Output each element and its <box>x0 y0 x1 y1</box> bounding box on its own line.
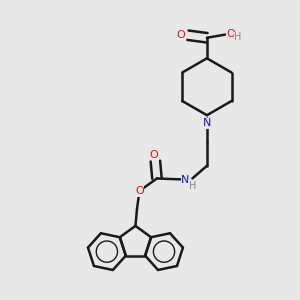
Text: H: H <box>189 181 196 191</box>
Text: O: O <box>177 30 185 40</box>
Text: N: N <box>181 175 190 185</box>
Text: N: N <box>203 118 211 128</box>
Text: O: O <box>135 186 144 196</box>
Text: O: O <box>149 150 158 160</box>
Text: O: O <box>226 28 235 39</box>
Text: H: H <box>234 32 242 42</box>
